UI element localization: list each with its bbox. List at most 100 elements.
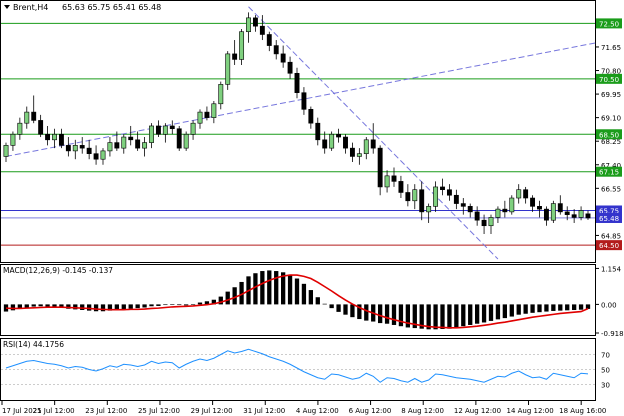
- time-tick-label: 25 Jul 12:00: [138, 407, 180, 415]
- time-tick-label: 6 Aug 12:00: [349, 407, 392, 415]
- macd-histogram-bar: [38, 304, 43, 307]
- macd-histogram-bar: [3, 304, 9, 312]
- candle: [322, 131, 328, 154]
- candle-body: [149, 125, 154, 143]
- candle: [363, 137, 369, 160]
- candle: [377, 145, 383, 196]
- candle: [149, 123, 154, 149]
- candle: [17, 117, 23, 140]
- candle: [252, 15, 258, 32]
- candle-body: [467, 206, 473, 213]
- candle: [523, 186, 529, 204]
- candle: [391, 167, 397, 187]
- candle: [38, 114, 44, 138]
- macd-histogram-bar: [391, 304, 397, 325]
- axis-layer: 71.6570.8069.9569.1068.2567.4066.5565.70…: [1, 18, 624, 415]
- candle: [446, 184, 452, 201]
- candle-body: [232, 53, 238, 60]
- candle-body: [523, 189, 529, 199]
- macd-histogram-bar: [447, 304, 452, 329]
- macd-histogram-bar: [107, 304, 113, 311]
- candle: [204, 106, 210, 121]
- macd-tick-label: 0.00: [601, 301, 617, 309]
- candle-body: [218, 84, 224, 105]
- candle-body: [52, 133, 57, 141]
- macd-histogram-bar: [308, 290, 314, 305]
- candle-body: [384, 175, 390, 188]
- price-layer: [1, 6, 597, 260]
- candle-body: [474, 211, 480, 221]
- candle: [232, 40, 238, 65]
- candle-body: [190, 122, 196, 135]
- macd-histogram-bar: [190, 304, 196, 305]
- macd-histogram-bar: [183, 304, 189, 306]
- candle-body: [287, 61, 293, 74]
- macd-histogram-bar: [294, 278, 300, 305]
- price-tick-label: 64.85: [601, 232, 621, 240]
- candle-body: [516, 189, 522, 199]
- macd-histogram-bar: [426, 304, 431, 330]
- macd-histogram-bar: [267, 270, 272, 305]
- candle: [412, 184, 418, 210]
- time-tick-label: 14 Aug 12:00: [507, 407, 554, 415]
- candle-body: [142, 142, 148, 149]
- candle-body: [58, 133, 64, 146]
- price-level-label: 72.50: [599, 20, 619, 28]
- macd-histogram-bar: [468, 304, 473, 325]
- macd-histogram-bar: [73, 304, 78, 310]
- candle: [557, 195, 563, 215]
- candle-body: [405, 192, 411, 202]
- macd-histogram-bar: [419, 304, 424, 329]
- candle-body: [17, 122, 23, 135]
- macd-histogram-bar: [578, 304, 584, 310]
- candle-body: [72, 145, 78, 152]
- candle: [239, 28, 245, 65]
- macd-histogram-bar: [558, 304, 563, 311]
- macd-histogram-bar: [530, 304, 535, 313]
- price-tick-label: 69.10: [601, 115, 621, 123]
- rsi-tick-label: 50: [601, 367, 610, 375]
- time-tick-label: 4 Aug 12:00: [296, 407, 339, 415]
- candle: [128, 125, 134, 146]
- candle-body: [433, 186, 439, 207]
- candle-body: [343, 136, 348, 149]
- candle: [72, 139, 78, 160]
- candle-body: [537, 206, 542, 210]
- macd-histogram-bar: [170, 304, 175, 305]
- candle-body: [294, 72, 300, 93]
- macd-histogram-bar: [301, 283, 307, 305]
- price-level-label: 68.50: [599, 131, 619, 139]
- candle-body: [301, 92, 307, 110]
- price-level-tag: [596, 166, 622, 177]
- candle-body: [391, 175, 397, 182]
- macd-histogram-bar: [52, 304, 57, 308]
- candle: [336, 128, 342, 143]
- candle: [100, 148, 106, 165]
- macd-histogram-bar: [135, 304, 140, 309]
- macd-histogram-bar: [509, 304, 514, 317]
- candle: [530, 195, 536, 212]
- candle-body: [488, 217, 494, 227]
- candle-body: [121, 136, 127, 149]
- candle-body: [100, 150, 106, 160]
- symbol-label[interactable]: Brent,H4: [13, 3, 48, 12]
- price-tick-label: 71.65: [601, 44, 621, 52]
- candle: [308, 106, 314, 129]
- candle: [259, 15, 265, 41]
- downtrend-line: [248, 6, 499, 260]
- candle-body: [24, 111, 30, 124]
- candle: [3, 142, 9, 162]
- candle-body: [259, 25, 265, 35]
- candle-body: [509, 197, 515, 213]
- candle: [405, 184, 411, 207]
- macd-histogram-bar: [45, 304, 50, 307]
- macd-histogram-bar: [315, 297, 320, 305]
- candle-body: [183, 133, 189, 149]
- symbol-dropdown-icon[interactable]: [4, 5, 10, 9]
- candle-body: [329, 133, 335, 149]
- macd-histogram-bar: [495, 304, 501, 320]
- candle: [509, 195, 515, 215]
- macd-histogram-bar: [488, 304, 494, 321]
- candle-body: [543, 208, 549, 221]
